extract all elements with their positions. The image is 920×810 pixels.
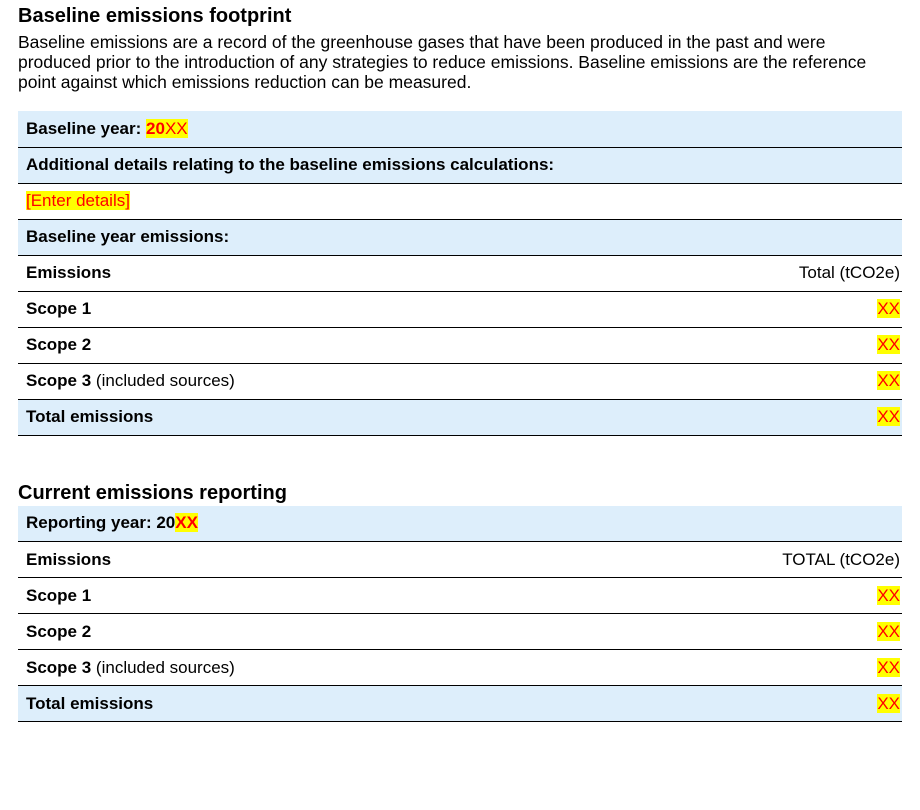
baseline-total-header: Total (tCO2e) [617, 255, 902, 292]
table-row: Scope 3 (included sources) XX [18, 363, 902, 400]
scope-label: Scope 1 [26, 585, 92, 605]
reporting-year-label: Reporting year: 20 [26, 513, 176, 533]
scope-value-cell: XX [587, 613, 902, 650]
baseline-details-entry-cell: [Enter details] [18, 183, 902, 220]
document-page: Baseline emissions footprint Baseline em… [18, 5, 902, 722]
baseline-total-value[interactable]: XX [877, 407, 900, 426]
current-emissions-table: Reporting year: 20XX Emissions TOTAL (tC… [18, 505, 902, 722]
scope-value-placeholder[interactable]: XX [877, 371, 900, 390]
baseline-section-title: Baseline emissions footprint [18, 5, 292, 27]
baseline-details-label: Additional details relating to the basel… [18, 147, 902, 184]
scope-label-cell: Scope 3 (included sources) [18, 363, 618, 400]
baseline-year-prefix: 20 [146, 118, 165, 138]
table-row: Scope 1 XX [18, 291, 902, 328]
baseline-year-value[interactable]: 20XX [146, 118, 188, 138]
table-row: Scope 3 (included sources) XX [18, 649, 902, 686]
baseline-details-header-row: Additional details relating to the basel… [18, 147, 902, 184]
baseline-total-row: Total emissions XX [18, 399, 902, 436]
current-total-label: Total emissions [18, 685, 588, 722]
scope-value-cell: XX [587, 649, 902, 686]
current-total-value[interactable]: XX [877, 693, 900, 713]
scope-label-cell: Scope 1 [18, 291, 618, 328]
scope-label: Scope 2 [26, 621, 92, 641]
reporting-year-row: Reporting year: 20XX [18, 505, 902, 542]
scope-value-cell: XX [617, 363, 902, 400]
scope-label: Scope 3 [26, 657, 92, 677]
scope-suffix: (included sources) [91, 657, 235, 677]
current-total-row: Total emissions XX [18, 685, 902, 722]
scope-value-placeholder[interactable]: XX [877, 657, 900, 677]
scope-label: Scope 2 [26, 335, 92, 354]
baseline-details-entry-row: [Enter details] [18, 183, 902, 220]
table-row: Scope 2 XX [18, 613, 902, 650]
current-column-header-row: Emissions TOTAL (tCO2e) [18, 541, 902, 578]
baseline-year-row: Baseline year: 20XX [18, 111, 902, 148]
current-emissions-header: Emissions [18, 541, 588, 578]
baseline-year-label: Baseline year: [26, 118, 147, 138]
baseline-intro-paragraph: Baseline emissions are a record of the g… [18, 32, 867, 92]
baseline-year-placeholder: XX [164, 118, 188, 138]
baseline-emissions-header: Emissions [18, 255, 618, 292]
baseline-year-emissions-label: Baseline year emissions: [18, 219, 902, 256]
scope-value-placeholder[interactable]: XX [877, 585, 900, 605]
scope-value-placeholder[interactable]: XX [877, 621, 900, 641]
baseline-emissions-table: Baseline year: 20XX Additional details r… [18, 111, 902, 436]
baseline-total-value-cell: XX [617, 399, 902, 436]
table-row: Scope 2 XX [18, 327, 902, 364]
scope-label-cell: Scope 3 (included sources) [18, 649, 588, 686]
scope-value-cell: XX [587, 577, 902, 614]
current-total-value-cell: XX [587, 685, 902, 722]
table-row: Scope 1 XX [18, 577, 902, 614]
baseline-details-placeholder[interactable]: [Enter details] [26, 191, 130, 210]
baseline-column-header-row: Emissions Total (tCO2e) [18, 255, 902, 292]
reporting-year-cell: Reporting year: 20XX [18, 505, 902, 542]
scope-value-placeholder[interactable]: XX [877, 335, 900, 354]
scope-value-placeholder[interactable]: XX [877, 299, 900, 318]
scope-value-cell: XX [617, 291, 902, 328]
reporting-year-placeholder[interactable]: XX [175, 513, 198, 533]
scope-label: Scope 3 [26, 371, 92, 390]
scope-label-cell: Scope 1 [18, 577, 588, 614]
scope-value-cell: XX [617, 327, 902, 364]
current-section-title: Current emissions reporting [18, 481, 287, 504]
scope-suffix: (included sources) [91, 371, 235, 390]
baseline-year-emissions-row: Baseline year emissions: [18, 219, 902, 256]
scope-label-cell: Scope 2 [18, 613, 588, 650]
baseline-year-cell: Baseline year: 20XX [18, 111, 902, 148]
current-total-header: TOTAL (tCO2e) [587, 541, 902, 578]
scope-label: Scope 1 [26, 299, 92, 318]
baseline-total-label: Total emissions [18, 399, 618, 436]
scope-label-cell: Scope 2 [18, 327, 618, 364]
